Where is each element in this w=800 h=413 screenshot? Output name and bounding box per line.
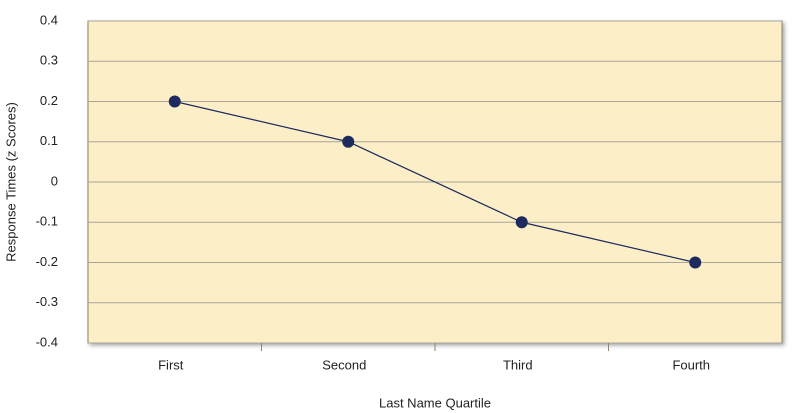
point <box>689 256 702 269</box>
x-tick-label: First <box>158 357 184 372</box>
y-tick-label: -0.3 <box>36 294 58 309</box>
x-axis-label: Last Name Quartile <box>379 395 491 410</box>
point <box>168 95 181 108</box>
point <box>515 216 528 229</box>
y-axis-label: Response Times (z Scores) <box>3 102 18 262</box>
point <box>342 135 355 148</box>
y-tick-label: 0.2 <box>40 93 58 108</box>
y-tick-label: 0.1 <box>40 133 58 148</box>
y-tick-label: 0 <box>51 173 58 188</box>
y-tick-label: -0.4 <box>36 334 58 349</box>
y-tick-label: 0.4 <box>40 12 58 27</box>
y-tick-label: -0.2 <box>36 254 58 269</box>
x-tick-label: Third <box>503 357 533 372</box>
y-tick-label: -0.1 <box>36 214 58 229</box>
y-tick-label: 0.3 <box>40 53 58 68</box>
line <box>174 100 696 264</box>
x-tick-label: Fourth <box>672 357 710 372</box>
x-tick-label: Second <box>322 357 366 372</box>
